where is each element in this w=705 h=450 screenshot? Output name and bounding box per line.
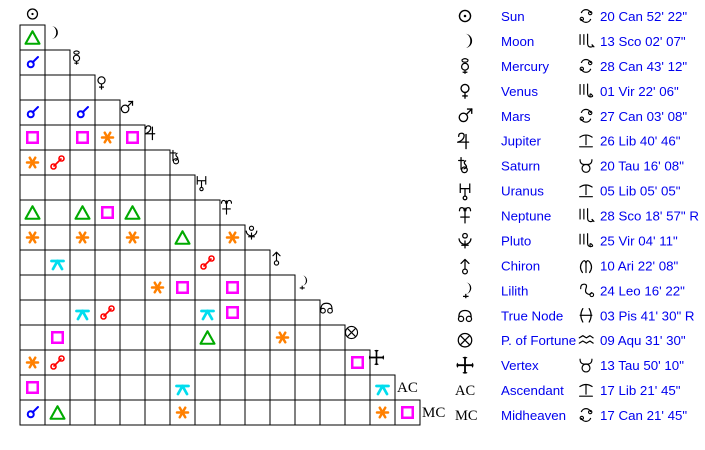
- svg-text:17 Lib 21' 45": 17 Lib 21' 45": [600, 383, 681, 398]
- svg-text:Lilith: Lilith: [501, 283, 528, 298]
- svg-text:Uranus: Uranus: [501, 184, 544, 199]
- svg-text:24 Leo 16' 22": 24 Leo 16' 22": [600, 283, 685, 298]
- svg-text:10 Ari 22' 08": 10 Ari 22' 08": [600, 258, 679, 273]
- svg-text:13 Tau 50' 10": 13 Tau 50' 10": [600, 358, 684, 373]
- svg-text:09 Aqu 31' 30": 09 Aqu 31' 30": [600, 333, 686, 348]
- svg-text:P. of Fortune: P. of Fortune: [501, 333, 576, 348]
- svg-text:03 Pis 41' 30" R: 03 Pis 41' 30" R: [600, 308, 694, 323]
- svg-text:Midheaven: Midheaven: [501, 408, 566, 423]
- svg-text:26 Lib 40' 46": 26 Lib 40' 46": [600, 134, 681, 149]
- svg-text:28 Can 43' 12": 28 Can 43' 12": [600, 59, 687, 74]
- svg-text:Ascendant: Ascendant: [501, 383, 564, 398]
- svg-text:Vertex: Vertex: [501, 358, 539, 373]
- svg-text:27 Can 03' 08": 27 Can 03' 08": [600, 109, 687, 124]
- svg-text:Saturn: Saturn: [501, 159, 540, 174]
- svg-text:01 Vir 22' 06": 01 Vir 22' 06": [600, 84, 679, 99]
- svg-text:13 Sco 02' 07": 13 Sco 02' 07": [600, 34, 686, 49]
- svg-text:AC: AC: [455, 383, 475, 399]
- svg-text:MC: MC: [455, 408, 478, 424]
- svg-text:05 Lib 05' 05": 05 Lib 05' 05": [600, 184, 681, 199]
- svg-text:Sun: Sun: [501, 9, 525, 24]
- svg-text:20 Tau 16' 08": 20 Tau 16' 08": [600, 159, 684, 174]
- svg-text:25 Vir 04' 11": 25 Vir 04' 11": [600, 234, 678, 249]
- svg-text:28 Sco 18' 57" R: 28 Sco 18' 57" R: [600, 209, 699, 224]
- svg-text:Neptune: Neptune: [501, 209, 551, 224]
- svg-text:Moon: Moon: [501, 34, 534, 49]
- svg-text:Venus: Venus: [501, 84, 538, 99]
- svg-text:Mercury: Mercury: [501, 59, 549, 74]
- svg-text:20 Can 52' 22": 20 Can 52' 22": [600, 9, 687, 24]
- svg-text:17 Can 21' 45": 17 Can 21' 45": [600, 408, 687, 423]
- svg-text:Mars: Mars: [501, 109, 531, 124]
- svg-text:Pluto: Pluto: [501, 234, 531, 249]
- svg-text:True Node: True Node: [501, 308, 563, 323]
- svg-text:Jupiter: Jupiter: [501, 134, 541, 149]
- svg-text:Chiron: Chiron: [501, 258, 540, 273]
